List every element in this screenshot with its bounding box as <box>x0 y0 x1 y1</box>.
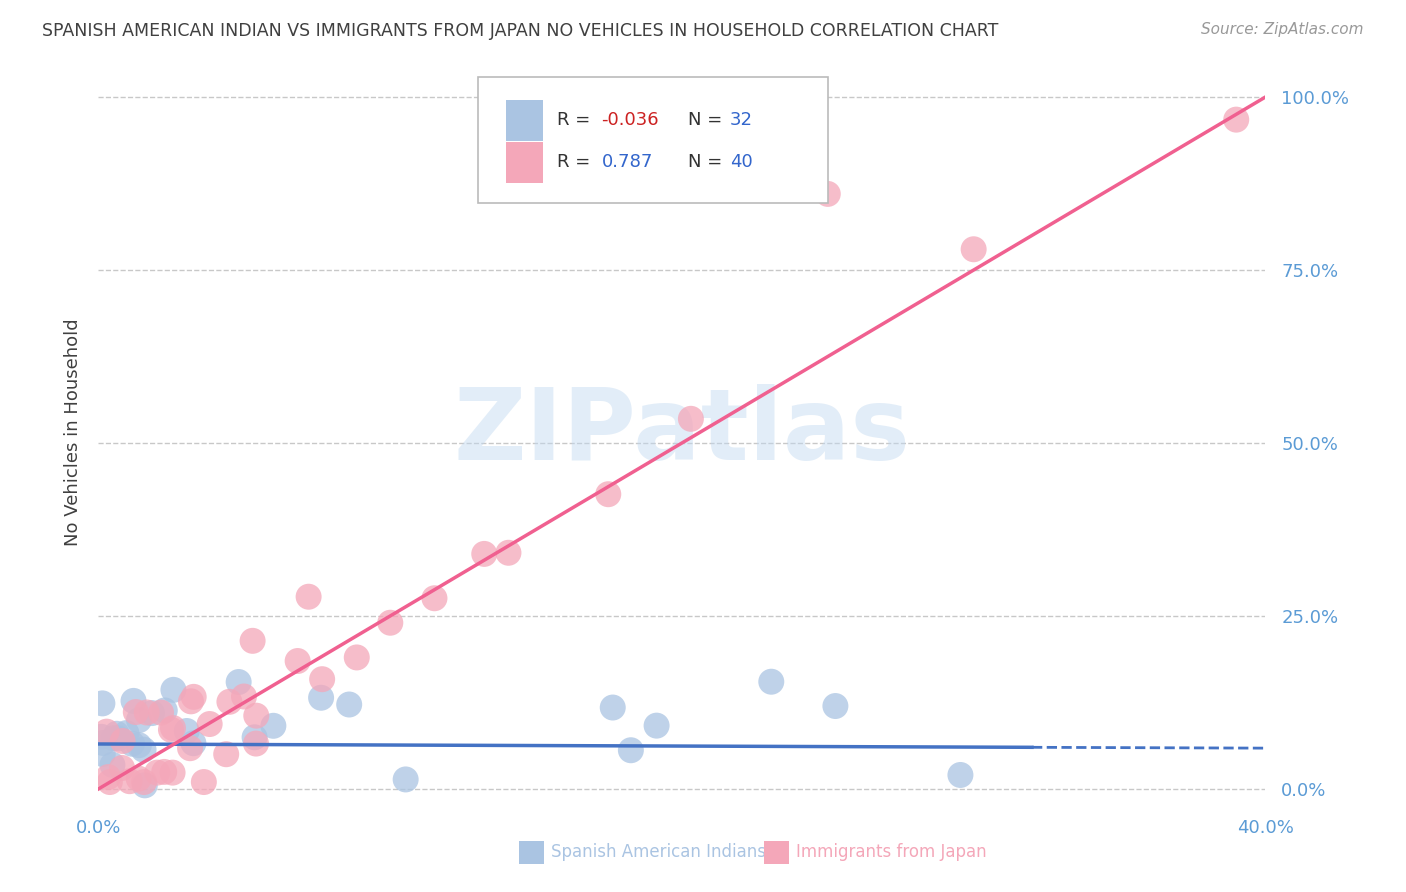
Point <box>91 697 114 711</box>
Point <box>620 743 643 757</box>
Point <box>242 633 264 648</box>
Point <box>679 412 702 426</box>
Point <box>125 705 148 719</box>
Point <box>233 690 256 704</box>
Point <box>180 694 202 708</box>
Point <box>218 695 240 709</box>
Point <box>602 700 624 714</box>
Point <box>96 724 118 739</box>
Text: SPANISH AMERICAN INDIAN VS IMMIGRANTS FROM JAPAN NO VEHICLES IN HOUSEHOLD CORREL: SPANISH AMERICAN INDIAN VS IMMIGRANTS FR… <box>42 22 998 40</box>
Point <box>287 654 309 668</box>
Text: R =: R = <box>557 112 596 129</box>
Point <box>128 713 150 727</box>
Point <box>111 734 134 748</box>
Point <box>215 747 238 762</box>
Point <box>146 765 169 780</box>
Point <box>134 778 156 792</box>
Point <box>198 717 221 731</box>
Point <box>243 731 266 745</box>
Point <box>395 772 418 787</box>
Point <box>824 699 846 714</box>
Text: N =: N = <box>688 112 728 129</box>
Point <box>193 775 215 789</box>
Point <box>141 706 163 720</box>
Bar <box>519 840 544 864</box>
Point <box>423 591 446 606</box>
Point <box>498 546 520 560</box>
Point <box>150 706 173 720</box>
Y-axis label: No Vehicles in Household: No Vehicles in Household <box>63 318 82 547</box>
Point <box>262 719 284 733</box>
Point <box>297 590 319 604</box>
Point <box>160 723 183 737</box>
Text: 32: 32 <box>730 112 752 129</box>
Point <box>245 737 267 751</box>
Point <box>472 547 495 561</box>
FancyBboxPatch shape <box>478 78 828 203</box>
Text: N =: N = <box>688 153 728 171</box>
Point <box>179 741 201 756</box>
Text: 0.787: 0.787 <box>602 153 652 171</box>
Point <box>91 736 114 750</box>
Point <box>962 242 984 256</box>
Point <box>817 186 839 201</box>
Point <box>380 615 402 630</box>
Bar <box>506 100 543 141</box>
Point <box>162 765 184 780</box>
Point <box>183 736 205 750</box>
Point <box>1225 112 1247 127</box>
Point <box>228 675 250 690</box>
Point <box>162 682 184 697</box>
Point <box>598 487 620 501</box>
Point <box>311 672 333 686</box>
Point <box>162 721 184 735</box>
Point <box>183 690 205 704</box>
Point <box>153 764 176 779</box>
Text: R =: R = <box>557 153 596 171</box>
Text: Source: ZipAtlas.com: Source: ZipAtlas.com <box>1201 22 1364 37</box>
Point <box>105 727 128 741</box>
Point <box>122 694 145 708</box>
Point <box>115 726 138 740</box>
Point <box>309 690 332 705</box>
Point <box>132 775 155 789</box>
Point <box>121 737 143 751</box>
Point <box>90 730 112 744</box>
Point <box>346 650 368 665</box>
Bar <box>763 840 789 864</box>
Point <box>761 674 783 689</box>
Text: Immigrants from Japan: Immigrants from Japan <box>796 844 987 862</box>
Point <box>132 742 155 756</box>
Text: ZIPatlas: ZIPatlas <box>454 384 910 481</box>
Point <box>645 718 668 732</box>
Point <box>245 708 267 723</box>
Point <box>111 761 134 775</box>
Point <box>128 772 150 786</box>
Point <box>118 774 141 789</box>
Point <box>91 747 114 761</box>
Bar <box>506 142 543 183</box>
Text: -0.036: -0.036 <box>602 112 659 129</box>
Point <box>949 768 972 782</box>
Point <box>97 770 120 784</box>
Point <box>176 724 198 739</box>
Text: 40: 40 <box>730 153 752 171</box>
Point <box>153 703 176 717</box>
Text: Spanish American Indians: Spanish American Indians <box>551 844 766 862</box>
Point <box>101 758 124 772</box>
Point <box>107 731 129 746</box>
Point <box>98 775 121 789</box>
Point <box>128 738 150 752</box>
Point <box>103 731 125 746</box>
Point <box>337 698 360 712</box>
Point <box>135 706 157 720</box>
